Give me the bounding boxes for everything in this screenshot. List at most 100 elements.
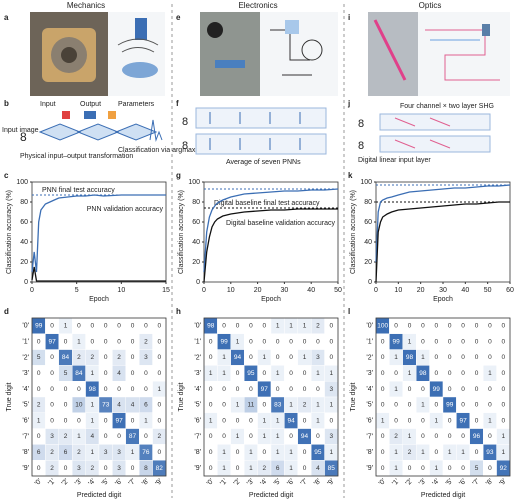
cell-value: 0 — [488, 465, 492, 472]
x-tick-label: 20 — [417, 287, 425, 294]
y-tick-label: '5' — [194, 402, 201, 409]
panel-letter: g — [176, 171, 181, 180]
cell-value: 1 — [434, 417, 438, 424]
cell-value: 0 — [131, 417, 135, 424]
cell-value: 1 — [316, 417, 320, 424]
y-tick-label: '1' — [22, 339, 29, 346]
y-tick-label: '8' — [22, 449, 29, 456]
x-tick-label: 50 — [484, 287, 492, 294]
cell-value: 1 — [408, 433, 412, 440]
reference-label: Digital baseline final test accuracy — [214, 200, 320, 207]
y-tick-label: '3' — [22, 370, 29, 377]
cell-value: 0 — [262, 370, 266, 377]
x-tick-label: '0' — [378, 478, 388, 488]
cell-value: 0 — [249, 417, 253, 424]
cell-value: 0 — [117, 386, 121, 393]
y-tick-label: 0 — [368, 279, 372, 286]
x-tick-label: '0' — [34, 478, 44, 488]
cell-value: 0 — [434, 354, 438, 361]
cell-value: 0 — [37, 465, 41, 472]
diagram-j: 8 8 — [358, 113, 491, 153]
cell-value: 0 — [131, 465, 135, 472]
cell-value: 97 — [459, 417, 467, 424]
cell-value: 99 — [446, 402, 454, 409]
cell-value: 1 — [144, 417, 148, 424]
column-title: Optics — [419, 1, 442, 10]
y-tick-label: 100 — [188, 179, 200, 186]
x-tick-label: '7' — [472, 478, 482, 488]
cell-value: 0 — [157, 402, 161, 409]
cell-value: 92 — [500, 465, 508, 472]
cell-value: 0 — [144, 323, 148, 330]
cell-value: 99 — [392, 338, 400, 345]
cell-value: 1 — [90, 449, 94, 456]
cell-value: 0 — [50, 370, 54, 377]
cell-value: 2 — [262, 465, 266, 472]
y-tick-label: '7' — [194, 433, 201, 440]
cell-value: 0 — [209, 433, 213, 440]
y-tick-label: '2' — [22, 354, 29, 361]
diagram-text: Physical input–output transformation — [20, 153, 133, 160]
cell-value: 1 — [64, 323, 68, 330]
y-tick-label: '3' — [366, 370, 373, 377]
cell-value: 0 — [209, 402, 213, 409]
cell-value: 0 — [381, 449, 385, 456]
cell-value: 0 — [421, 465, 425, 472]
cell-value: 4 — [131, 402, 135, 409]
x-axis-label: Epoch — [433, 296, 453, 303]
cell-value: 0 — [50, 354, 54, 361]
cell-value: 8 — [144, 465, 148, 472]
cell-value: 0 — [249, 433, 253, 440]
diagram-text: Input image — [2, 127, 39, 134]
cell-value: 0 — [488, 433, 492, 440]
digit-glyph: 8 — [182, 116, 188, 128]
cell-value: 0 — [408, 402, 412, 409]
cell-value: 0 — [434, 370, 438, 377]
cell-value: 4 — [90, 433, 94, 440]
y-tick-label: '2' — [194, 354, 201, 361]
cell-value: 0 — [104, 417, 108, 424]
cell-value: 0 — [488, 354, 492, 361]
cell-value: 1 — [209, 417, 213, 424]
cell-value: 0 — [131, 323, 135, 330]
x-tick-label: '8' — [141, 478, 151, 488]
x-axis-label: Predicted digit — [249, 492, 293, 499]
cell-value: 3 — [117, 465, 121, 472]
x-tick-label: '1' — [219, 478, 229, 488]
cell-value: 0 — [104, 323, 108, 330]
cell-value: 1 — [222, 354, 226, 361]
cell-value: 1 — [276, 370, 280, 377]
cell-value: 0 — [475, 449, 479, 456]
cell-value: 0 — [381, 465, 385, 472]
cell-value: 0 — [329, 323, 333, 330]
y-tick-label: '5' — [366, 402, 373, 409]
y-tick-label: '0' — [22, 323, 29, 330]
cell-value: 0 — [501, 338, 505, 345]
cell-value: 10 — [75, 402, 83, 409]
panel-letter: e — [176, 13, 181, 22]
cell-value: 3 — [104, 449, 108, 456]
cell-value: 0 — [236, 323, 240, 330]
cell-value: 0 — [434, 338, 438, 345]
cell-value: 1 — [289, 323, 293, 330]
cell-value: 0 — [157, 338, 161, 345]
diagram-text: Input — [40, 101, 56, 108]
cell-value: 0 — [104, 433, 108, 440]
cell-value: 0 — [236, 417, 240, 424]
x-tick-label: '3' — [74, 478, 84, 488]
cell-value: 83 — [274, 402, 282, 409]
y-axis-label: True digit — [6, 382, 13, 411]
cell-value: 0 — [475, 402, 479, 409]
panel-letter: f — [176, 99, 179, 108]
y-tick-label: 20 — [192, 259, 200, 266]
cell-value: 1 — [249, 449, 253, 456]
cell-value: 1 — [236, 433, 240, 440]
cell-value: 1 — [408, 338, 412, 345]
cell-value: 0 — [104, 354, 108, 361]
cell-value: 0 — [303, 417, 307, 424]
cell-value: 0 — [64, 417, 68, 424]
cell-value: 1 — [316, 402, 320, 409]
x-tick-label: 30 — [439, 287, 447, 294]
